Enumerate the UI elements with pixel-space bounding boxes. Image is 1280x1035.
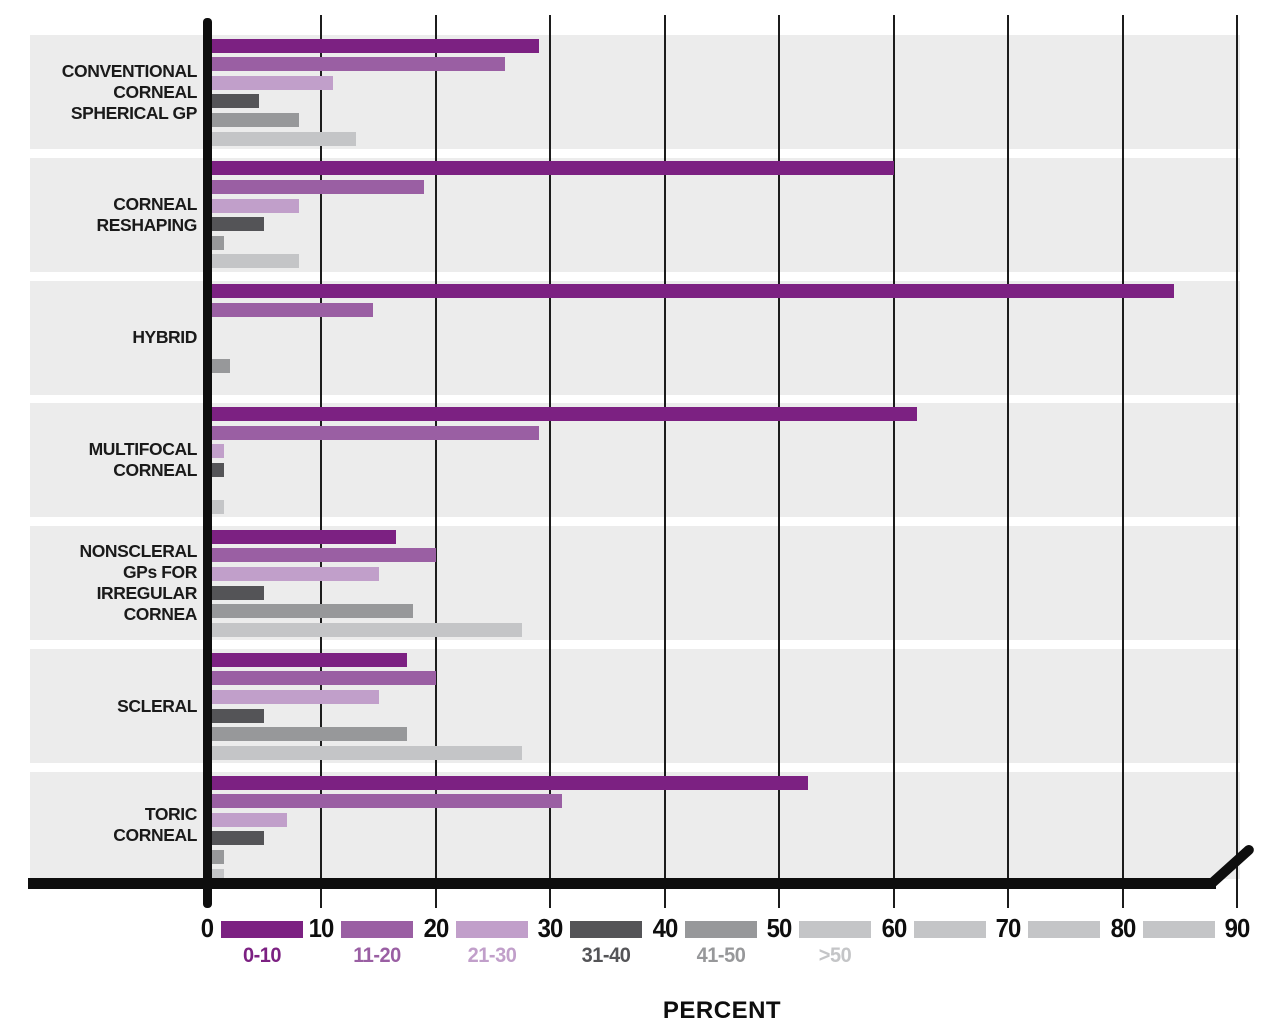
bar [207,94,259,109]
bar [207,75,333,90]
category-label: TORIC CORNEAL [20,772,197,879]
bar [207,302,373,317]
category-label-line: HYBRID [132,327,197,348]
legend-swatch [221,921,303,938]
legend-label: 21-30 [467,944,517,967]
bar [207,131,356,146]
gridline [320,15,323,908]
legend-swatch [684,921,757,938]
bar [207,652,408,667]
category-label-line: CORNEAL [113,81,197,102]
legend-label: 11-20 [353,944,402,967]
category-label: CORNEAL RESHAPING [20,158,198,272]
category-band [30,403,1240,518]
category-label-line: CORNEA [123,604,198,625]
tick-label: 70 [995,913,1022,943]
gridline [1121,15,1124,908]
bar [207,775,808,790]
bar [207,727,408,742]
bar [207,284,1174,299]
y-axis [202,18,212,908]
bar [207,179,425,194]
bar [207,254,299,269]
bar [207,794,562,809]
gridline [549,15,552,908]
gridline [778,15,781,908]
tick-label: 50 [766,913,793,943]
legend-swatch [1028,921,1101,938]
gridline [892,15,895,908]
bar [207,622,522,637]
tick-label: 80 [1110,913,1136,943]
bar [207,198,299,213]
category-label-line: RESHAPING [96,214,198,235]
bar [207,831,265,846]
tick-label: 30 [537,913,564,943]
bar [207,38,539,53]
tick-label: 40 [652,913,678,943]
category-band [30,526,1240,641]
tick-label: 20 [423,913,450,943]
category-label: SCLERAL [20,649,197,763]
legend-label: 31-40 [581,944,631,967]
tick-label: 0 [200,913,214,943]
bar [207,585,265,600]
x-axis-title: PERCENT [662,997,782,1024]
tick-label: 10 [309,913,335,943]
category-label-line: SPHERICAL GP [70,102,198,123]
category-band [30,280,1240,395]
category-label-line: NONSCLERAL [79,541,197,562]
tick-label: 90 [1224,913,1251,943]
legend-swatch [1142,921,1215,938]
category-label-line: TORIC [144,804,198,825]
category-label-line: GPs FOR [122,562,197,583]
legend-swatch [570,921,643,938]
legend-swatch [799,921,872,938]
bar [207,689,379,704]
category-label-line: CORNEAL [113,460,197,481]
gridline [434,15,437,908]
bar [207,708,265,723]
bar [207,425,539,440]
category-label: HYBRID [20,281,197,395]
category-label-line: SCLERAL [117,695,197,716]
bar [207,112,299,127]
tick-label: 60 [881,913,907,943]
gridline [663,15,666,908]
category-label: MULTIFOCAL CORNEAL [20,403,198,517]
legend-swatch [341,921,414,938]
category-label-line: MULTIFOCAL [88,439,198,460]
legend-label: >50 [818,944,852,967]
gridline [1236,15,1238,908]
bar [207,407,917,421]
legend-swatch [455,921,528,938]
bar [207,358,230,373]
bar [207,57,505,72]
category-label-line: IRREGULAR [96,583,198,604]
bar [207,548,436,563]
gridline [1007,15,1010,908]
bar [207,604,413,619]
category-band [30,649,1240,764]
legend-label: 0-10 [242,944,282,967]
bar [207,529,396,544]
x-axis [28,878,1216,889]
category-label-line: CORNEAL [113,825,197,846]
bar [207,161,894,176]
category-label-line: CORNEAL [113,193,197,214]
legend-swatch [913,921,986,938]
category-label-line: CONVENTIONAL [61,60,198,81]
category-band [30,35,1240,149]
category-band [30,157,1240,272]
legend-label: 41-50 [696,944,746,967]
bar [207,217,265,232]
bar [207,567,379,581]
category-label: NONSCLERAL GPs FOR IRREGULAR CORNEA [20,526,197,640]
bar [207,812,288,827]
bar [207,745,522,760]
bar [207,671,436,686]
category-label: CONVENTIONAL CORNEAL SPHERICAL GP [20,35,198,149]
